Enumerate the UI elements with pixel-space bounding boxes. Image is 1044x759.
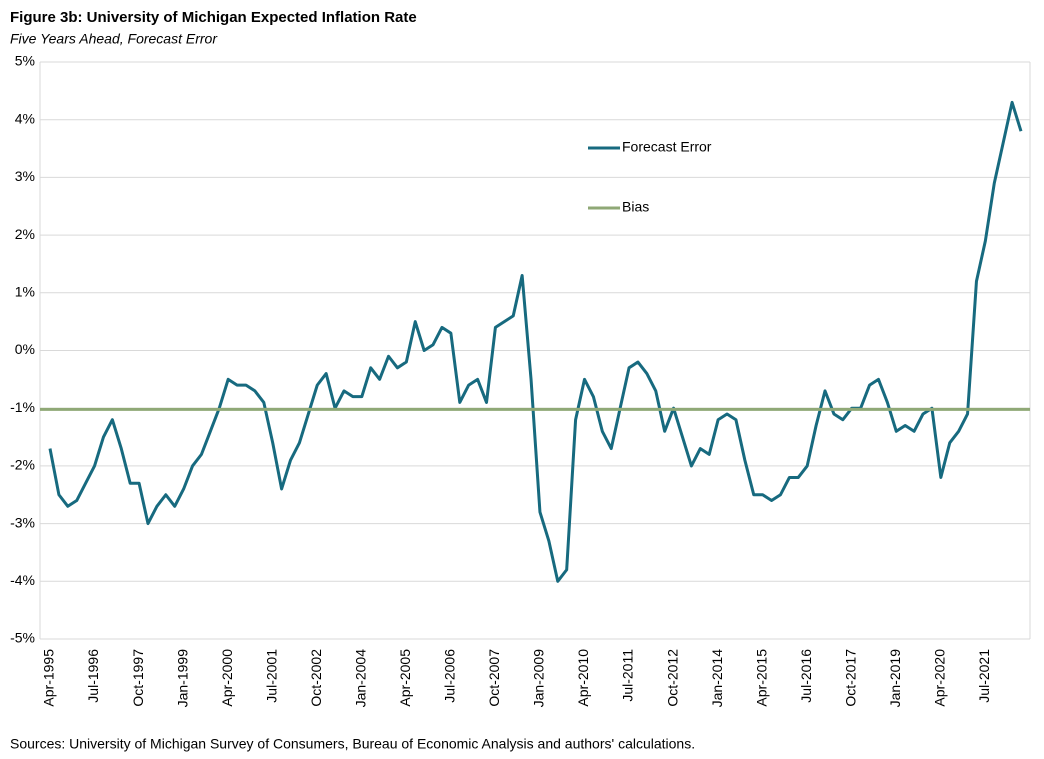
y-tick-label: -5% bbox=[10, 630, 35, 646]
x-tick-label: Oct-2007 bbox=[486, 649, 502, 707]
x-tick-label: Jul-2001 bbox=[263, 649, 279, 703]
legend-label: Bias bbox=[622, 199, 649, 215]
x-tick-label: Apr-2005 bbox=[397, 649, 413, 707]
x-tick-label: Jul-2011 bbox=[620, 649, 636, 702]
y-tick-label: -1% bbox=[10, 399, 35, 415]
y-tick-label: 5% bbox=[15, 53, 35, 69]
legend-label: Forecast Error bbox=[622, 139, 712, 155]
x-tick-label: Apr-1995 bbox=[41, 649, 57, 707]
x-tick-label: Apr-2010 bbox=[575, 649, 591, 707]
x-tick-label: Oct-2012 bbox=[664, 649, 680, 707]
x-tick-label: Jul-2021 bbox=[976, 649, 992, 703]
y-tick-label: -4% bbox=[10, 572, 35, 588]
chart-title: Figure 3b: University of Michigan Expect… bbox=[10, 9, 417, 26]
y-tick-label: 2% bbox=[15, 226, 35, 242]
chart-subtitle: Five Years Ahead, Forecast Error bbox=[10, 31, 218, 47]
x-tick-label: Jul-2016 bbox=[798, 649, 814, 703]
x-tick-label: Apr-2020 bbox=[932, 649, 948, 707]
x-tick-label: Jan-2009 bbox=[531, 649, 547, 708]
x-tick-label: Jan-2019 bbox=[887, 649, 903, 708]
x-tick-label: Jan-1999 bbox=[174, 649, 190, 708]
y-tick-label: 1% bbox=[15, 284, 35, 300]
y-tick-label: 3% bbox=[15, 168, 35, 184]
x-tick-label: Jul-1996 bbox=[85, 649, 101, 703]
y-tick-label: -2% bbox=[10, 457, 35, 473]
x-tick-label: Apr-2000 bbox=[219, 649, 235, 707]
x-tick-label: Jul-2006 bbox=[442, 649, 458, 703]
y-tick-label: -3% bbox=[10, 514, 35, 530]
x-tick-label: Jan-2014 bbox=[709, 649, 725, 708]
source-note: Sources: University of Michigan Survey o… bbox=[10, 736, 695, 752]
y-tick-label: 0% bbox=[15, 341, 35, 357]
x-tick-label: Oct-2017 bbox=[842, 649, 858, 707]
x-tick-label: Jan-2004 bbox=[352, 649, 368, 708]
y-tick-label: 4% bbox=[15, 110, 35, 126]
x-tick-label: Oct-1997 bbox=[130, 649, 146, 707]
x-tick-label: Oct-2002 bbox=[308, 649, 324, 707]
x-tick-label: Apr-2015 bbox=[753, 649, 769, 707]
data-line bbox=[48, 100, 1023, 583]
